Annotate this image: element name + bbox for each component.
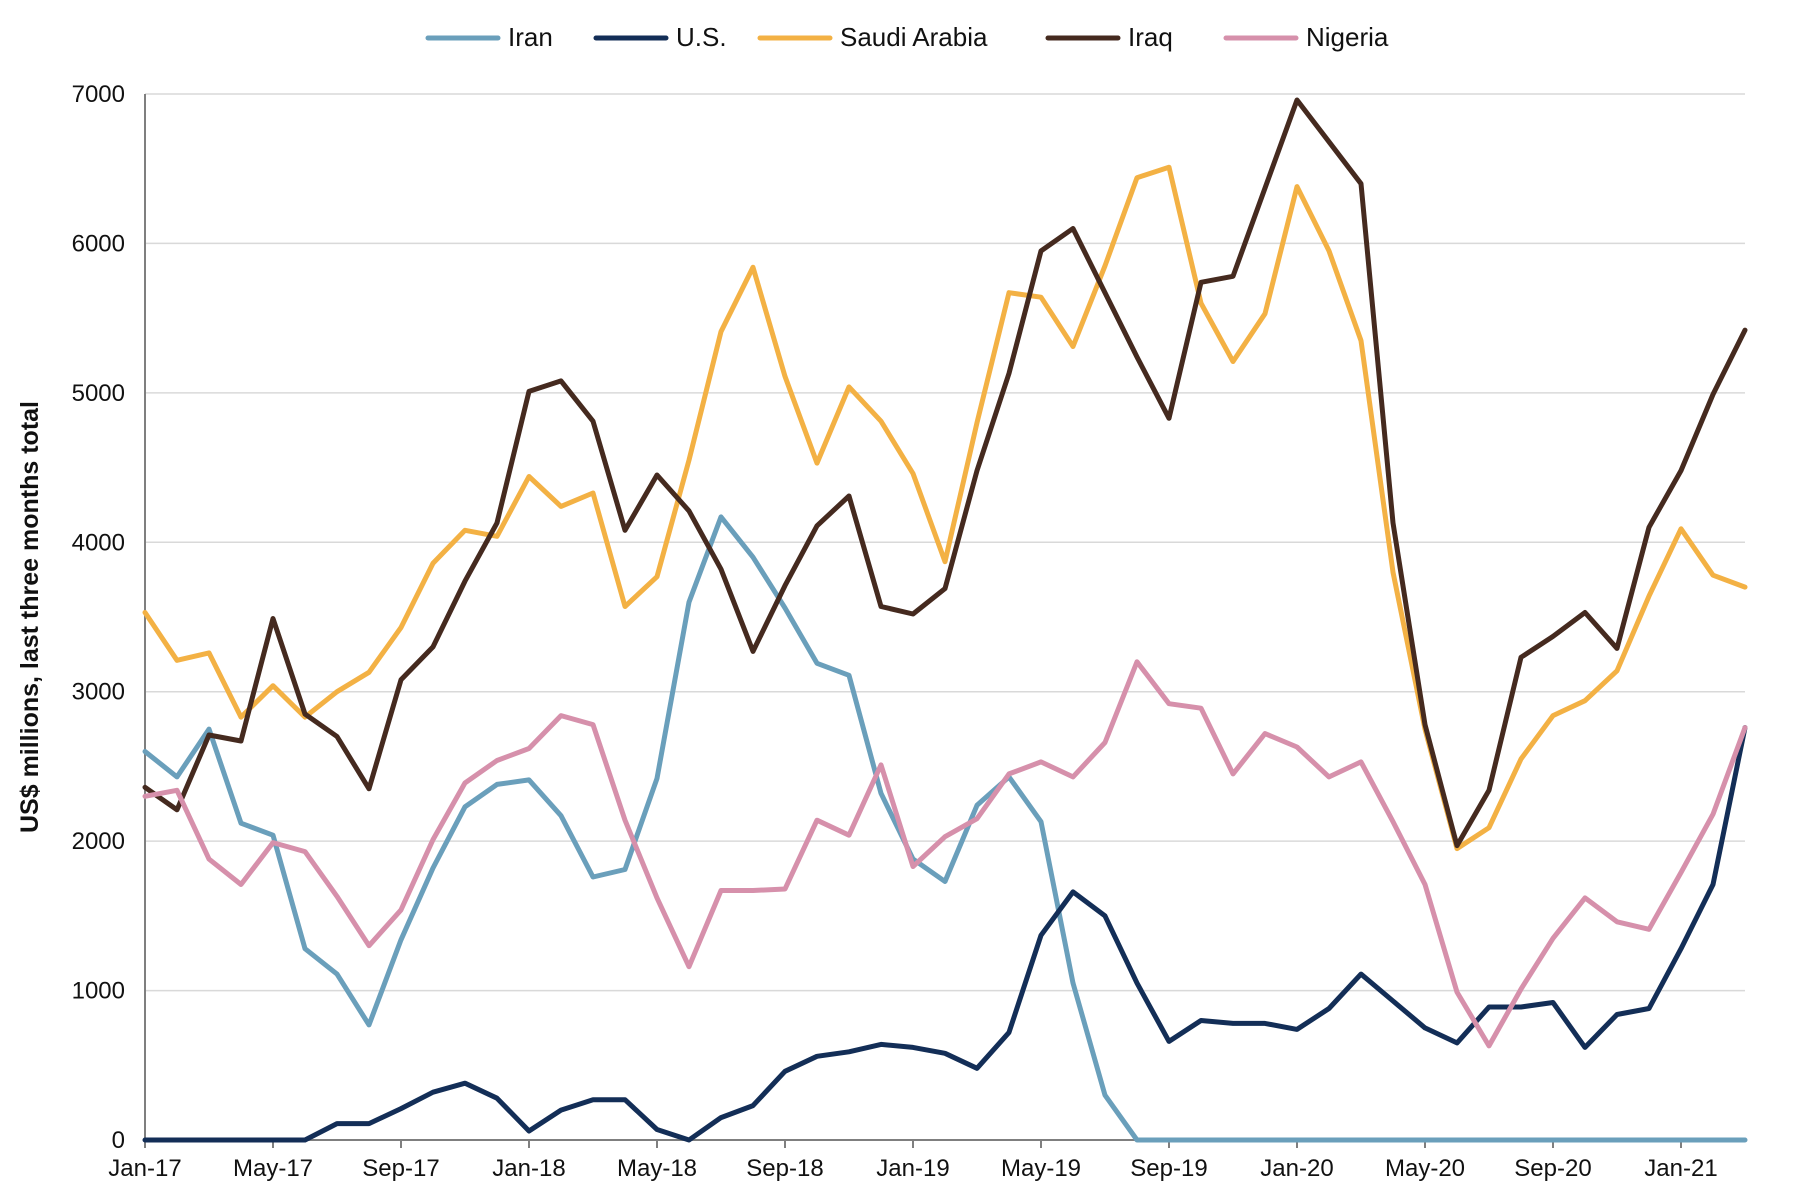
y-tick-label: 6000 bbox=[72, 230, 125, 257]
series-line-iraq bbox=[142, 97, 1748, 849]
legend-label-u-s: U.S. bbox=[676, 22, 727, 52]
x-tick-label: May-18 bbox=[617, 1155, 697, 1182]
legend-label-iraq: Iraq bbox=[1128, 22, 1173, 52]
x-tick-label: Sep-20 bbox=[1514, 1155, 1591, 1182]
y-axis-title: US$ millions, last three months total bbox=[16, 401, 44, 833]
legend-label-nigeria: Nigeria bbox=[1306, 22, 1389, 52]
series-line-nigeria bbox=[142, 659, 1748, 1049]
y-tick-label: 0 bbox=[112, 1127, 125, 1154]
x-tick-label: Sep-17 bbox=[362, 1155, 439, 1182]
x-tick-label: Jan-20 bbox=[1260, 1155, 1333, 1182]
y-tick-label: 3000 bbox=[72, 679, 125, 706]
x-tick-label: Jan-18 bbox=[492, 1155, 565, 1182]
x-tick-labels: Jan-17 May-17 Sep-17 Jan-18 May-18 Sep-18 Jan-… bbox=[108, 1155, 1717, 1182]
x-tick-label: May-19 bbox=[1001, 1155, 1081, 1182]
series-lines bbox=[142, 97, 1748, 1143]
legend-label-saudi-arabia: Saudi Arabia bbox=[840, 22, 988, 52]
x-tick-label: Jan-21 bbox=[1644, 1155, 1717, 1182]
gridlines bbox=[145, 93, 1745, 992]
y-tick-label: 1000 bbox=[72, 978, 125, 1005]
legend: Iran U.S. Saudi Arabia Iraq Nigeria bbox=[425, 22, 1389, 52]
x-tick-label: Jan-19 bbox=[876, 1155, 949, 1182]
x-tick-label: Sep-18 bbox=[746, 1155, 823, 1182]
x-tick-label: Jan-17 bbox=[108, 1155, 181, 1182]
series-line-iran bbox=[142, 514, 1748, 1143]
x-tick-label: May-17 bbox=[233, 1155, 313, 1182]
x-tick-label: May-20 bbox=[1385, 1155, 1465, 1182]
y-tick-label: 5000 bbox=[72, 380, 125, 407]
legend-label-iran: Iran bbox=[508, 22, 553, 52]
y-tick-labels: 0 1000 2000 3000 4000 5000 6000 7000 bbox=[72, 81, 125, 1154]
y-tick-label: 4000 bbox=[72, 529, 125, 556]
series-line-saudi-arabia bbox=[142, 164, 1748, 852]
series-line-u-s bbox=[142, 725, 1748, 1143]
y-tick-label: 2000 bbox=[72, 828, 125, 855]
y-tick-label: 7000 bbox=[72, 81, 125, 108]
x-tick-label: Sep-19 bbox=[1130, 1155, 1207, 1182]
